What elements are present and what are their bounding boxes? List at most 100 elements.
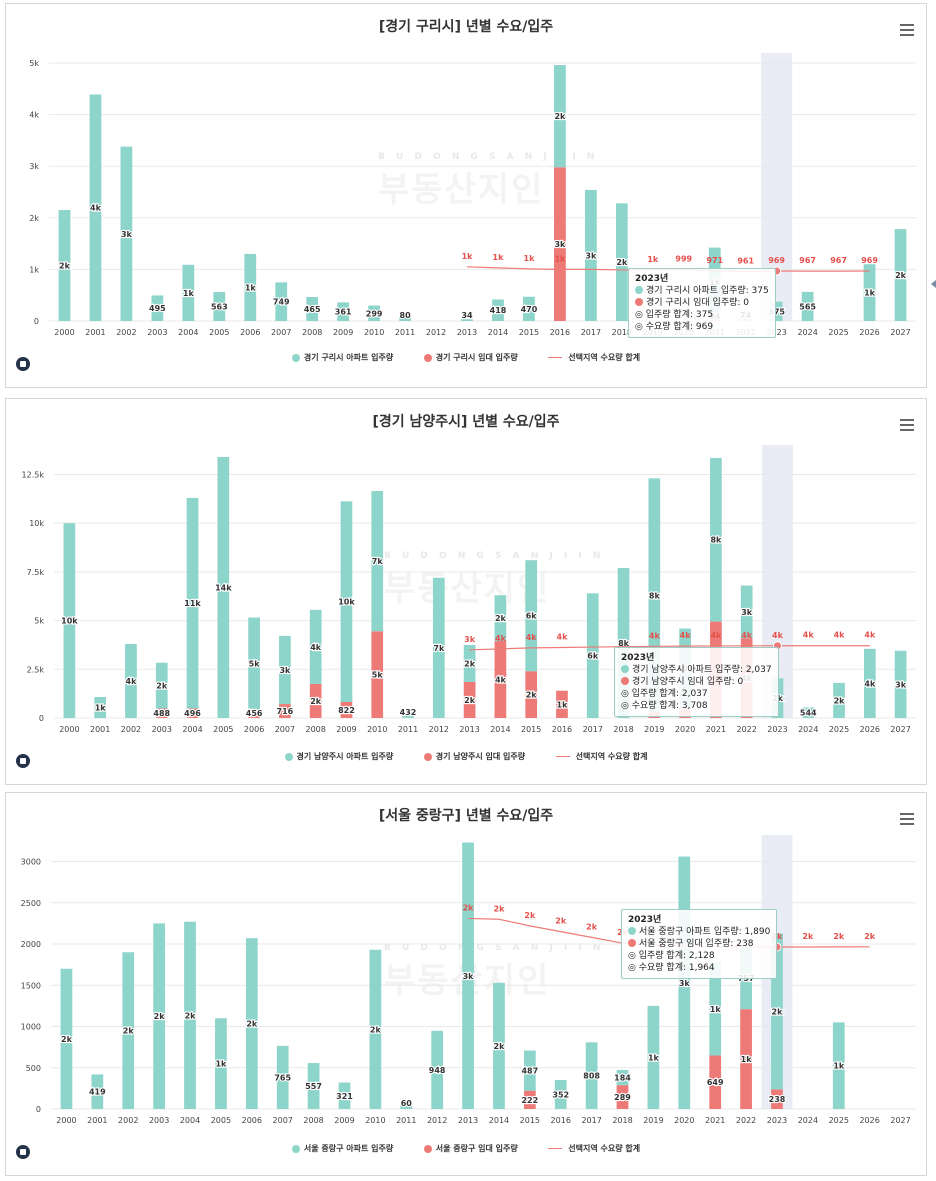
data-label-apt: 3k [741,608,753,617]
y-tick-label: 4k [29,111,39,120]
data-label-apt: 7k [372,557,384,566]
chart-tooltip: 2023년 서울 중랑구 아파트 입주량: 1,890 서울 중랑구 임대 입주… [621,909,778,979]
bar-apt [125,643,137,718]
bar-apt [894,229,907,321]
bar-apt [709,962,722,1056]
data-label-apt: 4k [90,204,102,213]
data-label-apt: 565 [799,302,816,311]
data-label-apt: 1k [245,283,257,292]
x-tick-label: 2019 [643,1116,663,1125]
bar-apt [523,1050,536,1091]
bar-rent [523,1090,536,1109]
y-tick-label: 5k [29,59,39,68]
data-label-apt: 470 [521,305,538,314]
bar-rent [279,704,291,718]
legend-item-apt[interactable]: 경기 구리시 아파트 입주량 [291,352,393,363]
rent-legend-icon [423,752,432,761]
demand-label: 999 [675,254,692,263]
demand-label: 2k [833,932,845,941]
chart-legend: 경기 구리시 아파트 입주량 경기 구리시 임대 입주량 선택지역 수요량 합계 [6,352,926,363]
data-label-apt: 2k [154,1012,166,1021]
data-label-apt: 1k [215,1060,227,1069]
legend-label-demand: 선택지역 수요량 합계 [575,752,648,761]
hamburger-menu-icon[interactable] [900,813,914,825]
bar-apt [215,1018,227,1109]
line-legend-icon [548,1148,563,1149]
data-label-apt: 432 [400,708,417,717]
hamburger-menu-icon[interactable] [900,24,914,36]
data-label-apt: 8k [618,639,630,648]
x-tick-label: 2026 [860,725,880,734]
legend-label-apt: 서울 중랑구 아파트 입주량 [303,1144,394,1153]
data-label-apt: 557 [305,1082,322,1091]
bar-rent [556,690,568,718]
data-label-rent: 649 [707,1078,724,1087]
x-tick-label: 2001 [90,725,110,734]
y-tick-label: 1000 [21,1023,41,1032]
bar-rent [525,671,538,718]
data-label-apt: 948 [429,1066,446,1075]
data-label-apt: 361 [335,308,352,317]
legend-item-apt[interactable]: 경기 남양주시 아파트 입주량 [284,751,393,762]
data-label-rent: 1k [557,700,569,709]
x-tick-label: 2009 [334,1116,354,1125]
apt-legend-icon [291,353,300,362]
legend-item-rent[interactable]: 경기 구리시 임대 입주량 [423,352,518,363]
demand-label: 971 [706,256,723,265]
bar-apt [740,585,753,639]
x-tick-label: 2000 [54,328,74,337]
bar-apt [523,296,535,321]
demand-label: 3k [464,635,476,644]
bar-apt [89,94,102,321]
hamburger-menu-icon[interactable] [900,419,914,431]
legend-item-apt[interactable]: 서울 중랑구 아파트 입주량 [291,1143,394,1154]
bar-apt [493,982,505,1109]
bar-apt [151,295,164,321]
x-tick-label: 2012 [427,1116,447,1125]
data-label-apt: 2k [895,271,907,280]
y-tick-label: 1k [29,265,39,274]
x-tick-label: 2004 [178,328,198,337]
data-label-apt: 4k [126,677,138,686]
x-tick-label: 2015 [520,1116,540,1125]
data-label-apt: 60 [401,1099,413,1108]
x-tick-label: 2000 [59,725,79,734]
tooltip-year: 2023년 [635,274,669,284]
legend-label-demand: 선택지역 수요량 합계 [568,1144,641,1153]
chart-panel-jungnang: [서울 중랑구] 년별 수요/입주 B U D O N G S A N J I … [5,792,927,1176]
data-label-apt: 2k [554,112,566,121]
bar-apt [248,617,260,710]
data-label-apt: 2k [494,1042,506,1051]
x-tick-label: 2023 [767,1116,787,1125]
tooltip-rent: 경기 남양주시 임대 입주량: 0 [632,677,744,687]
y-tick-label: 3000 [21,858,41,867]
x-tick-label: 2023 [767,725,787,734]
x-tick-label: 2015 [519,328,539,337]
x-tick-label: 2025 [829,725,849,734]
x-tick-label: 2016 [551,1116,571,1125]
data-label-rent: 1k [741,1055,753,1064]
data-label-rent: 822 [338,706,355,715]
x-tick-label: 2003 [149,1116,169,1125]
bar-apt [400,1104,413,1109]
legend-item-rent[interactable]: 경기 남양주시 임대 입주량 [423,751,525,762]
bar-apt [91,1074,104,1109]
watermark-text: 부동산지인 [384,569,551,609]
legend-item-demand[interactable]: 선택지역 수요량 합계 [555,751,648,762]
legend-item-demand[interactable]: 선택지역 수요량 합계 [548,1143,640,1154]
bar-apt [399,316,411,321]
data-label-rent: 5k [372,671,384,680]
legend-item-demand[interactable]: 선택지역 수요량 합계 [548,352,640,363]
data-label-apt: 3k [279,666,291,675]
bar-rent [155,708,168,718]
legend-item-rent[interactable]: 서울 중랑구 임대 입주량 [423,1143,518,1154]
bar-apt [616,1069,629,1086]
x-tick-label: 2026 [859,328,879,337]
x-tick-label: 2022 [736,1116,756,1125]
data-label-apt: 487 [521,1067,538,1076]
bar-apt [213,291,226,321]
x-tick-label: 2016 [552,725,572,734]
x-tick-label: 2013 [458,1116,478,1125]
bar-apt [155,662,168,709]
bar-apt [369,949,382,1109]
